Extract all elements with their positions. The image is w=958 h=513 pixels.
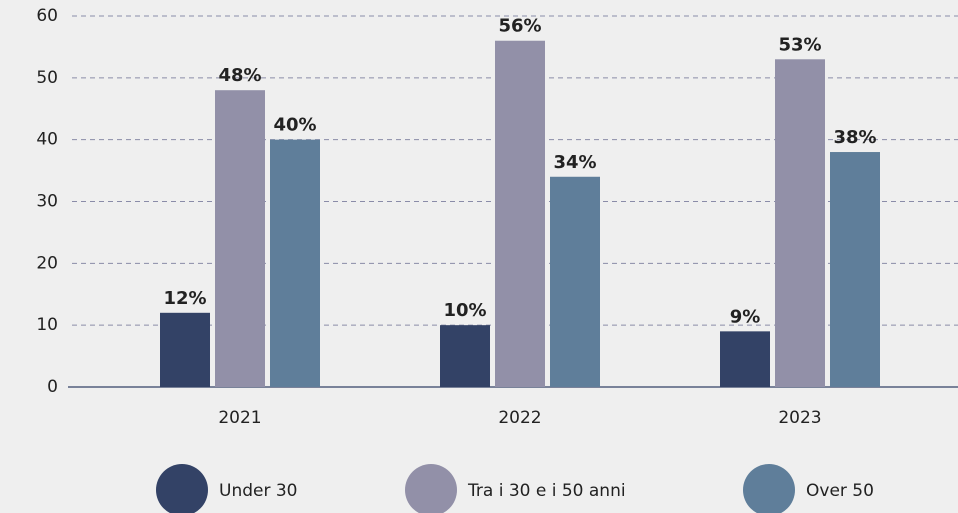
value-label: 38% xyxy=(833,127,876,148)
bar xyxy=(495,40,545,387)
y-tick-label: 20 xyxy=(36,253,58,273)
bar xyxy=(160,312,210,387)
x-tick-label: 2021 xyxy=(218,408,261,428)
legend-swatch xyxy=(405,464,457,513)
x-tick-label: 2023 xyxy=(778,408,821,428)
value-label: 10% xyxy=(443,300,486,321)
value-label: 9% xyxy=(730,306,761,327)
legend-label: Tra i 30 e i 50 anni xyxy=(467,481,626,501)
legend-label: Under 30 xyxy=(219,481,298,501)
legend-swatch xyxy=(156,464,208,513)
y-tick-label: 10 xyxy=(36,315,58,335)
legend-swatch xyxy=(743,464,795,513)
value-label: 53% xyxy=(778,34,821,55)
value-label: 56% xyxy=(498,16,541,37)
value-label: 48% xyxy=(218,65,261,86)
y-tick-label: 0 xyxy=(47,377,58,397)
bar xyxy=(830,152,880,387)
y-tick-label: 40 xyxy=(36,130,58,150)
value-label: 34% xyxy=(553,152,596,173)
value-label: 12% xyxy=(163,288,206,309)
bar xyxy=(215,90,265,387)
bar xyxy=(720,331,770,387)
bar xyxy=(270,139,320,387)
x-tick-label: 2022 xyxy=(498,408,541,428)
y-tick-label: 50 xyxy=(36,68,58,88)
y-tick-label: 30 xyxy=(36,192,58,212)
legend-label: Over 50 xyxy=(806,481,874,501)
bar xyxy=(550,176,600,387)
value-label: 40% xyxy=(273,115,316,136)
bar xyxy=(440,325,490,387)
bar xyxy=(775,59,825,388)
y-tick-label: 60 xyxy=(36,6,58,26)
